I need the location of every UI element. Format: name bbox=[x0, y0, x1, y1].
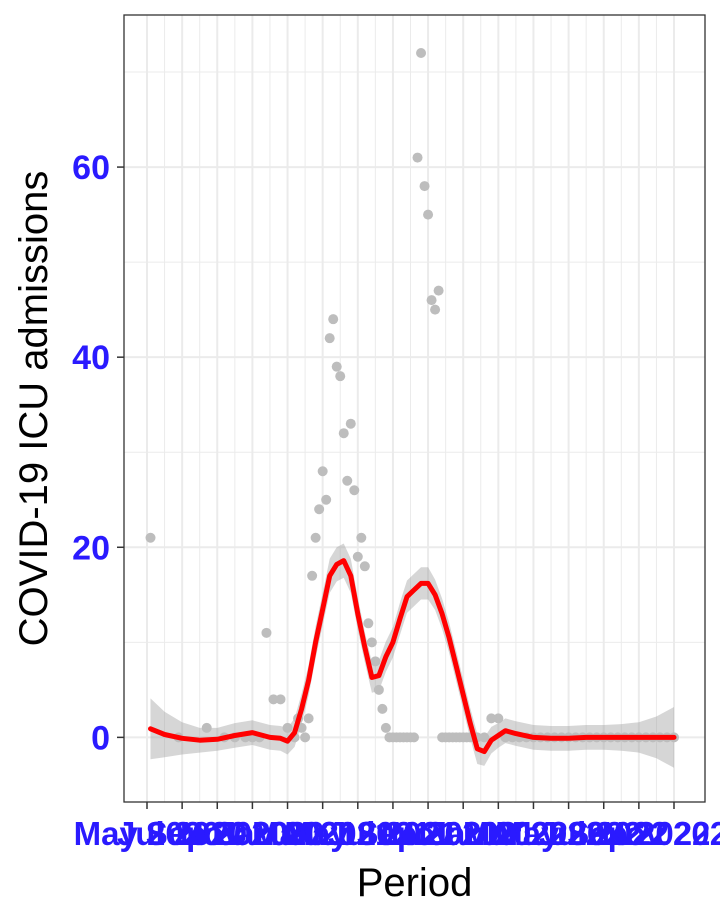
data-point bbox=[377, 703, 388, 714]
data-point bbox=[486, 713, 497, 724]
x-tick-label: Nov 2020 bbox=[180, 815, 325, 852]
data-point bbox=[426, 295, 437, 306]
data-point bbox=[338, 428, 349, 439]
smooth-line-layer bbox=[148, 558, 677, 755]
data-point bbox=[373, 684, 384, 695]
data-point bbox=[416, 48, 427, 59]
data-point bbox=[321, 494, 332, 505]
data-point bbox=[412, 152, 423, 163]
data-point bbox=[479, 732, 490, 743]
y-axis-title: COVID-19 ICU admissions bbox=[12, 171, 56, 647]
data-point bbox=[430, 304, 441, 315]
data-point bbox=[380, 722, 391, 733]
x-tick-label: May 2020 bbox=[74, 815, 221, 852]
y-tick-label: 0 bbox=[91, 719, 110, 757]
x-tick-label: Sep 2021 bbox=[357, 815, 500, 852]
data-point bbox=[282, 722, 293, 733]
data-point bbox=[307, 570, 318, 581]
data-point bbox=[300, 732, 311, 743]
data-point bbox=[356, 532, 367, 543]
data-point bbox=[324, 333, 335, 344]
y-tick-label: 40 bbox=[72, 339, 110, 377]
data-point bbox=[335, 371, 346, 382]
data-point bbox=[345, 418, 356, 429]
data-point bbox=[317, 466, 328, 477]
data-point bbox=[433, 285, 444, 296]
x-tick-label: May 2021 bbox=[284, 815, 431, 852]
data-point bbox=[314, 504, 325, 515]
data-point bbox=[352, 551, 363, 562]
x-tick-label: Sep 2020 bbox=[146, 815, 289, 852]
x-tick-label: Nov 2022 bbox=[602, 815, 720, 852]
data-point bbox=[310, 532, 321, 543]
x-tick-label: Mar 2021 bbox=[252, 815, 393, 852]
data-point bbox=[370, 656, 381, 667]
grid-layer bbox=[124, 15, 705, 802]
panel-border bbox=[123, 14, 706, 803]
data-point bbox=[366, 637, 377, 648]
data-point bbox=[275, 694, 286, 705]
x-tick-label: Mar 2022 bbox=[463, 815, 604, 852]
x-tick-label: Nov 2021 bbox=[391, 815, 536, 852]
x-tick-label: Jul 2020 bbox=[117, 815, 247, 852]
data-point bbox=[409, 732, 420, 743]
data-point bbox=[303, 713, 314, 724]
x-tick-label: Jul 2021 bbox=[328, 815, 458, 852]
data-point bbox=[363, 618, 374, 629]
data-point bbox=[359, 561, 370, 572]
x-tick-label: Jul 2022 bbox=[539, 815, 669, 852]
data-point bbox=[419, 181, 430, 192]
y-tick-label: 60 bbox=[72, 149, 110, 187]
x-axis-title: Period bbox=[357, 861, 473, 905]
data-point bbox=[493, 713, 504, 724]
data-point bbox=[342, 475, 353, 486]
data-point bbox=[328, 314, 339, 325]
x-tick-label: Sep 2022 bbox=[567, 815, 710, 852]
data-point bbox=[423, 209, 434, 220]
data-point bbox=[331, 361, 342, 372]
data-point bbox=[349, 485, 360, 496]
data-point bbox=[261, 627, 272, 638]
data-point bbox=[268, 694, 279, 705]
y-tick-label: 20 bbox=[72, 529, 110, 567]
points-layer bbox=[145, 48, 679, 743]
x-tick-label: May 2022 bbox=[495, 815, 642, 852]
data-point bbox=[201, 722, 212, 733]
smooth-trend-line bbox=[148, 558, 677, 755]
data-point bbox=[145, 532, 156, 543]
x-tick-label: Jan 2021 bbox=[218, 815, 357, 852]
x-tick-label: Jan 2022 bbox=[429, 815, 568, 852]
y-axis-ticks: 0 20 40 60 bbox=[72, 149, 124, 757]
